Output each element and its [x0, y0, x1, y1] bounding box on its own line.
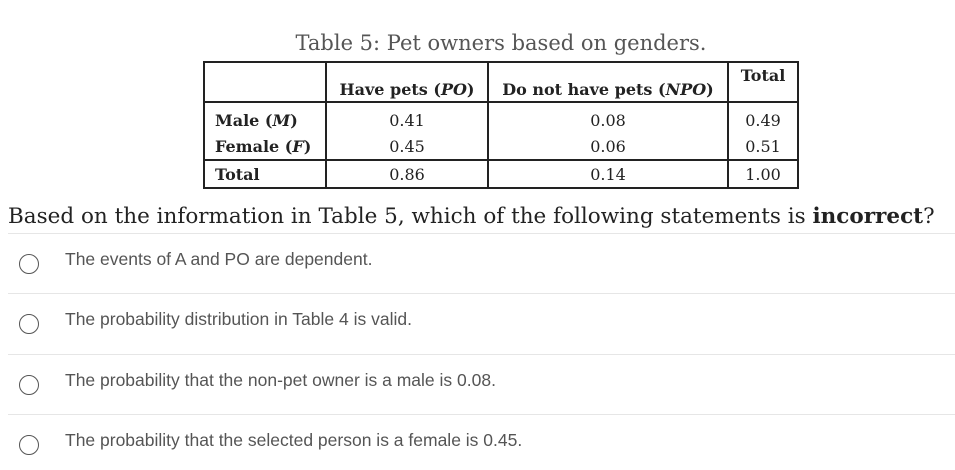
header-have-pets-close: ) [466, 80, 475, 99]
question-text: Based on the information in Table 5, whi… [8, 204, 935, 229]
answer-option-1[interactable]: The events of A and PO are dependent. [8, 233, 955, 293]
answer-option-3[interactable]: The probability that the non-pet owner i… [8, 354, 955, 414]
cell-female-po: 0.45 [325, 133, 489, 160]
radio-button[interactable] [19, 254, 39, 274]
header-have-pets: Have pets (PO) [325, 61, 489, 103]
cell-total-npo: 0.14 [487, 159, 729, 189]
pet-owners-table: Have pets (PO) Do not have pets (NPO) To… [203, 61, 799, 189]
radio-button[interactable] [19, 435, 39, 455]
header-total: Total [727, 61, 799, 103]
row-label-close: ) [290, 110, 298, 130]
cell-male-total: 0.49 [727, 102, 799, 133]
question-suffix: ? [923, 204, 935, 229]
cell-male-npo: 0.08 [487, 102, 729, 133]
radio-button[interactable] [19, 314, 39, 334]
row-label-female: Female (F) [203, 133, 327, 160]
row-label-abbr: F [292, 136, 304, 156]
row-label-text: Female ( [215, 136, 293, 156]
header-have-pets-abbr: PO [440, 80, 467, 99]
header-no-pets-abbr: NPO [665, 80, 707, 99]
cell-female-total: 0.51 [727, 133, 799, 160]
row-label-total: Total [203, 159, 327, 189]
header-no-pets-text: Do not have pets ( [502, 80, 666, 99]
row-label-male: Male (M) [203, 102, 327, 133]
answer-option-2[interactable]: The probability distribution in Table 4 … [8, 293, 955, 353]
answer-option-label[interactable]: The events of A and PO are dependent. [65, 249, 373, 269]
table-row-female: Female (F) 0.45 0.06 0.51 [203, 133, 799, 160]
table-header-row: Have pets (PO) Do not have pets (NPO) To… [203, 61, 799, 103]
header-have-pets-text: Have pets ( [339, 80, 441, 99]
row-label-text: Total [215, 164, 260, 184]
question-emphasis: incorrect [812, 204, 924, 229]
table-corner-cell [203, 61, 327, 103]
table-row-male: Male (M) 0.41 0.08 0.49 [203, 102, 799, 133]
header-no-pets-close: ) [706, 80, 714, 99]
answer-option-label[interactable]: The probability that the selected person… [65, 430, 523, 450]
row-label-text: Male ( [215, 110, 273, 130]
cell-male-po: 0.41 [325, 102, 489, 133]
answer-option-4[interactable]: The probability that the selected person… [8, 414, 955, 470]
cell-female-npo: 0.06 [487, 133, 729, 160]
cell-total-total: 1.00 [727, 159, 799, 189]
header-no-pets: Do not have pets (NPO) [487, 61, 729, 103]
table-row-total: Total 0.86 0.14 1.00 [203, 159, 799, 189]
row-label-abbr: M [272, 110, 291, 130]
radio-button[interactable] [19, 375, 39, 395]
answer-option-label[interactable]: The probability distribution in Table 4 … [65, 309, 412, 329]
table-caption: Table 5: Pet owners based on genders. [295, 31, 707, 55]
question-prefix: Based on the information in Table 5, whi… [8, 204, 813, 229]
answer-option-label[interactable]: The probability that the non-pet owner i… [65, 370, 496, 390]
cell-total-po: 0.86 [325, 159, 489, 189]
row-label-close: ) [303, 136, 312, 156]
